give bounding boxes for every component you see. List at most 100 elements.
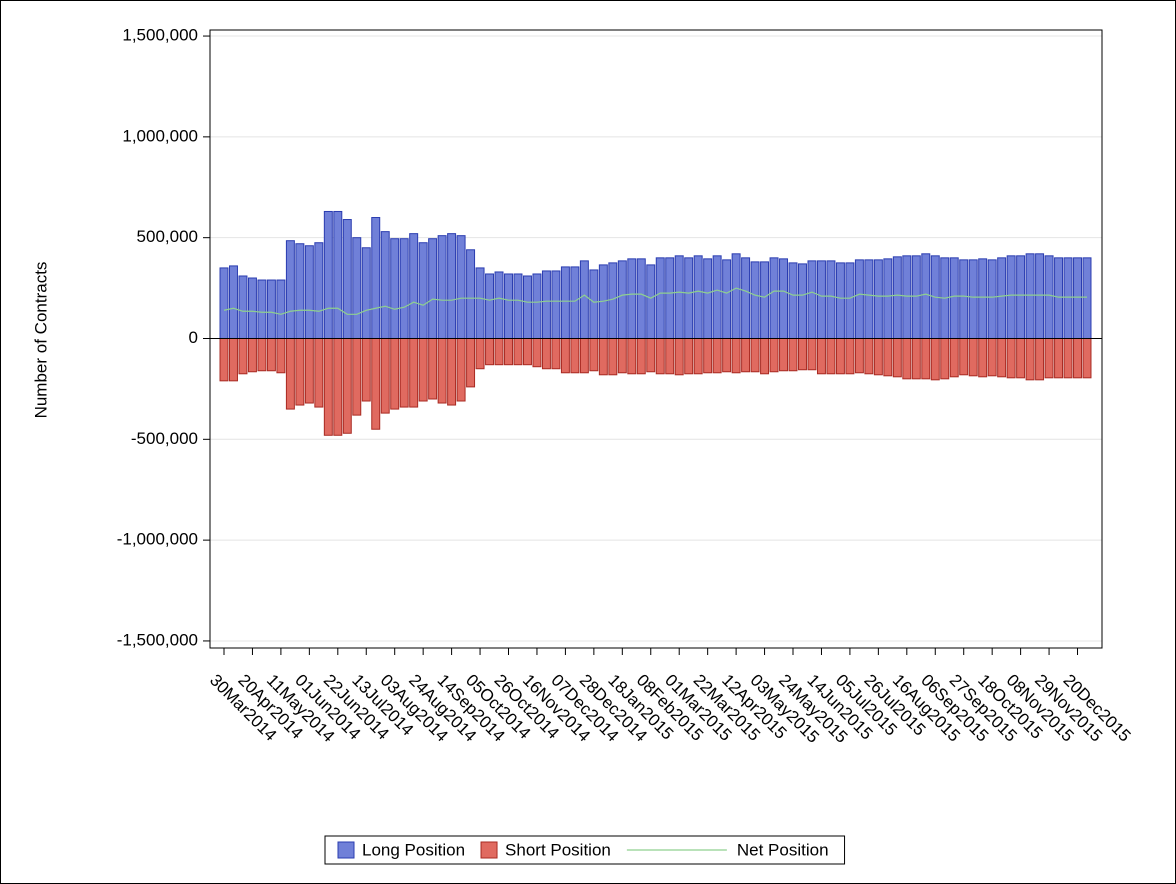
- bar: [418, 337, 428, 402]
- bar: [257, 337, 267, 372]
- bar: [456, 337, 466, 402]
- bar: [1073, 337, 1082, 379]
- bar: [560, 337, 570, 374]
- bar: [1082, 337, 1092, 379]
- bar: [826, 260, 836, 339]
- bar: [835, 337, 845, 375]
- bar: [1025, 337, 1035, 381]
- bar: [295, 243, 305, 339]
- bar: [731, 337, 741, 374]
- bar: [1016, 337, 1026, 379]
- bar: [513, 273, 523, 339]
- bar: [854, 337, 864, 374]
- bar: [342, 219, 352, 339]
- bar: [333, 337, 343, 436]
- bar: [722, 259, 732, 339]
- bar: [921, 337, 931, 380]
- bar: [883, 337, 893, 377]
- legend-swatch: [480, 841, 498, 859]
- bar: [902, 255, 912, 339]
- bar: [219, 267, 229, 339]
- bar: [352, 337, 362, 416]
- legend-swatch: [337, 841, 355, 859]
- bar: [513, 337, 523, 366]
- bar: [741, 257, 751, 339]
- bar: [968, 337, 978, 377]
- bar: [380, 231, 390, 339]
- bar: [617, 337, 627, 374]
- bar: [437, 235, 447, 339]
- bar: [845, 262, 855, 339]
- bar: [968, 259, 978, 339]
- bar: [997, 337, 1007, 378]
- bar: [1044, 337, 1054, 379]
- bar: [541, 337, 551, 370]
- bar: [541, 270, 551, 339]
- bar: [475, 267, 485, 339]
- bar: [864, 337, 874, 375]
- bar: [570, 337, 580, 374]
- bar: [494, 337, 504, 366]
- bar: [911, 337, 921, 380]
- bar: [788, 262, 798, 339]
- bar: [731, 253, 741, 339]
- bar: [551, 270, 561, 339]
- bar: [1006, 337, 1016, 379]
- bar: [798, 337, 807, 371]
- bar: [873, 259, 883, 339]
- bar: [665, 257, 675, 339]
- bar: [1082, 257, 1092, 339]
- bar: [1035, 253, 1045, 339]
- bar: [655, 337, 665, 375]
- bar: [418, 242, 428, 339]
- bar: [229, 265, 238, 339]
- bar: [978, 337, 988, 378]
- bar: [380, 337, 390, 414]
- legend-label: Short Position: [505, 840, 611, 859]
- y-tick-label: 1,500,000: [122, 26, 198, 45]
- bar: [1063, 337, 1073, 379]
- y-axis-label: Number of Contracts: [31, 262, 50, 419]
- bar: [304, 245, 314, 339]
- bar: [304, 337, 314, 404]
- bar: [390, 337, 400, 410]
- bar: [959, 337, 969, 376]
- bar: [703, 337, 713, 374]
- bar: [608, 337, 618, 376]
- bar: [333, 210, 343, 339]
- bar: [712, 255, 722, 339]
- bar: [532, 273, 542, 339]
- bar: [428, 238, 438, 339]
- bar: [902, 337, 912, 380]
- bar: [314, 242, 324, 339]
- bar: [219, 337, 229, 382]
- bar: [570, 266, 580, 339]
- bar: [1054, 257, 1064, 339]
- bar: [892, 337, 902, 378]
- bar: [238, 337, 248, 375]
- bar: [466, 249, 476, 339]
- bar: [342, 337, 352, 434]
- bar: [826, 337, 836, 375]
- bar: [456, 235, 466, 339]
- bar: [361, 247, 371, 339]
- bar: [361, 337, 371, 402]
- bar: [760, 337, 770, 375]
- bar: [646, 337, 656, 373]
- bar: [409, 233, 419, 339]
- bar: [579, 337, 589, 374]
- bar: [428, 337, 438, 400]
- bar: [646, 264, 656, 339]
- bar: [703, 258, 713, 339]
- bar: [1025, 253, 1035, 339]
- bar: [693, 337, 703, 375]
- bar: [238, 275, 248, 339]
- bar: [930, 337, 940, 381]
- bar: [276, 279, 286, 339]
- bar: [1044, 255, 1054, 339]
- bar: [722, 337, 732, 373]
- bar: [485, 337, 495, 366]
- y-tick-label: -500,000: [131, 429, 198, 448]
- bar: [1016, 255, 1026, 339]
